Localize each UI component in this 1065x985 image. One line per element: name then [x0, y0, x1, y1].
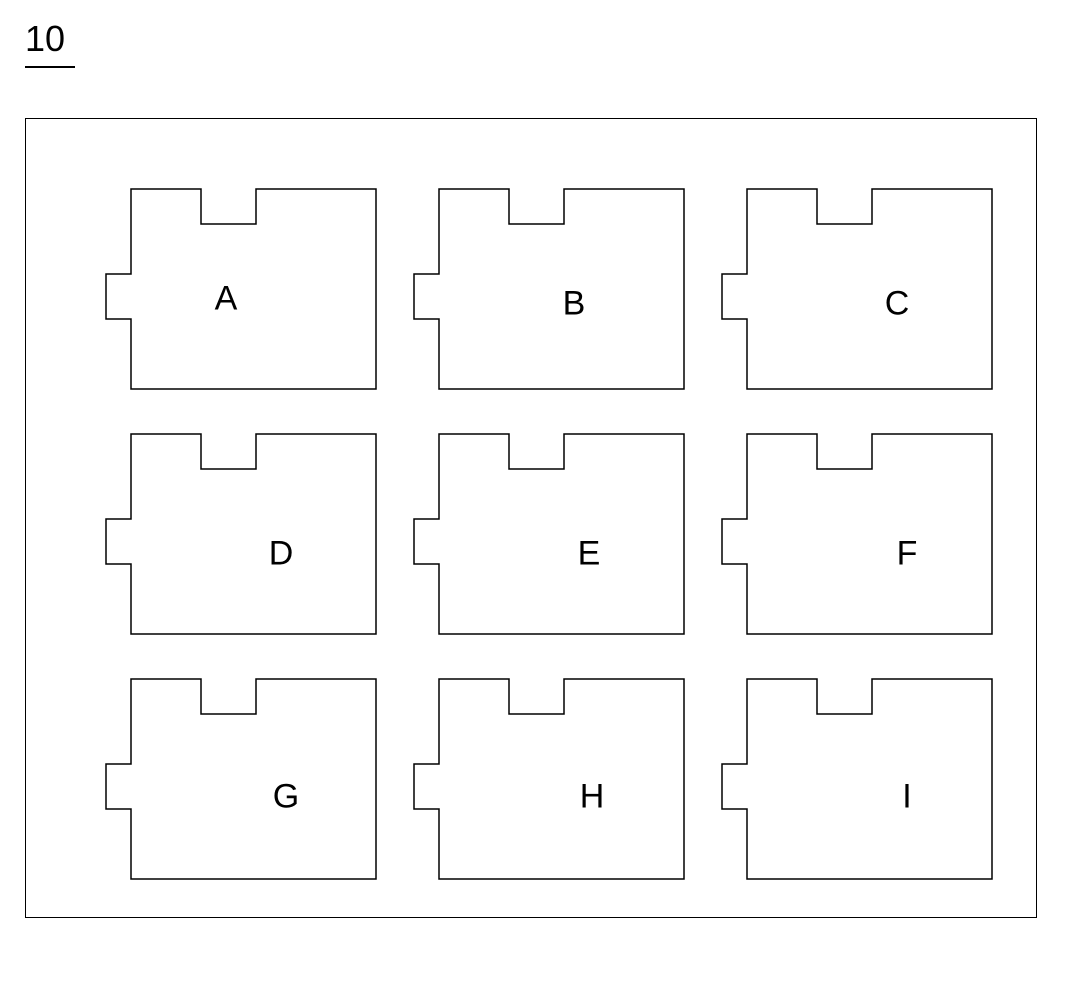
puzzle-piece-shape-icon [414, 189, 684, 389]
puzzle-piece-shape-icon [414, 434, 684, 634]
puzzle-piece-d: D [106, 434, 376, 634]
puzzle-piece-h: H [414, 679, 684, 879]
figure-number: 10 [25, 18, 75, 68]
puzzle-piece-label-c: C [885, 285, 910, 324]
puzzle-piece-label-a: A [215, 280, 238, 319]
figure-number-underline [25, 66, 75, 68]
puzzle-piece-shape-icon [106, 679, 376, 879]
puzzle-piece-shape-icon [106, 434, 376, 634]
puzzle-piece-label-f: F [897, 535, 918, 574]
puzzle-piece-c: C [722, 189, 992, 389]
puzzle-piece-label-b: B [563, 285, 586, 324]
puzzle-piece-label-g: G [273, 778, 299, 817]
page: 10 A B C D E F G H I [0, 0, 1065, 985]
puzzle-piece-shape-icon [722, 189, 992, 389]
puzzle-piece-label-e: E [578, 535, 601, 574]
figure-number-text: 10 [25, 18, 65, 59]
puzzle-piece-f: F [722, 434, 992, 634]
puzzle-piece-b: B [414, 189, 684, 389]
puzzle-piece-label-d: D [269, 535, 294, 574]
puzzle-piece-a: A [106, 189, 376, 389]
puzzle-piece-shape-icon [106, 189, 376, 389]
diagram-frame: A B C D E F G H I [25, 118, 1037, 918]
puzzle-piece-label-i: I [902, 778, 911, 817]
puzzle-piece-g: G [106, 679, 376, 879]
puzzle-piece-shape-icon [722, 679, 992, 879]
puzzle-piece-shape-icon [722, 434, 992, 634]
puzzle-piece-i: I [722, 679, 992, 879]
puzzle-piece-e: E [414, 434, 684, 634]
puzzle-piece-shape-icon [414, 679, 684, 879]
puzzle-piece-label-h: H [580, 778, 605, 817]
